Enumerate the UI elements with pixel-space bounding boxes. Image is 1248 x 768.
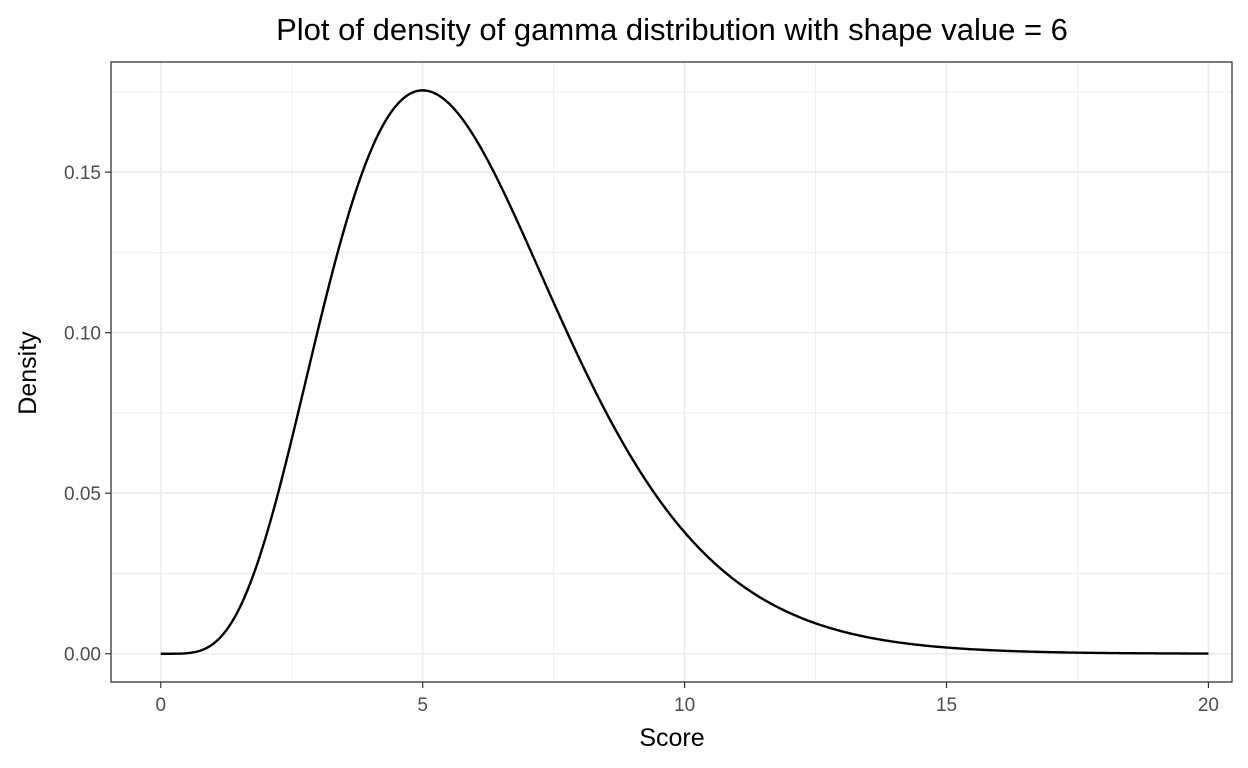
y-tick-label: 0.00 [64, 645, 101, 666]
y-tick-label: 0.05 [64, 484, 101, 505]
y-tick-label: 0.10 [64, 324, 101, 345]
x-axis-ticks: 0 5 10 15 20 [155, 682, 1219, 716]
plot-panel-border [110, 61, 1233, 683]
density-curve [160, 89, 1209, 655]
x-tick-label: 0 [155, 695, 166, 716]
y-tick-label: 0.15 [64, 163, 101, 184]
x-tick-label: 15 [936, 695, 957, 716]
x-tick-label: 20 [1198, 695, 1219, 716]
y-axis-title: Density [14, 331, 42, 415]
chart-title: Plot of density of gamma distribution wi… [276, 12, 1068, 47]
y-axis-ticks: 0.00 0.05 0.10 0.15 [64, 163, 111, 666]
minor-gridlines [111, 62, 1232, 682]
major-gridlines [111, 62, 1232, 682]
x-axis-title: Score [639, 724, 704, 752]
x-tick-label: 10 [674, 695, 695, 716]
x-tick-label: 5 [417, 695, 428, 716]
